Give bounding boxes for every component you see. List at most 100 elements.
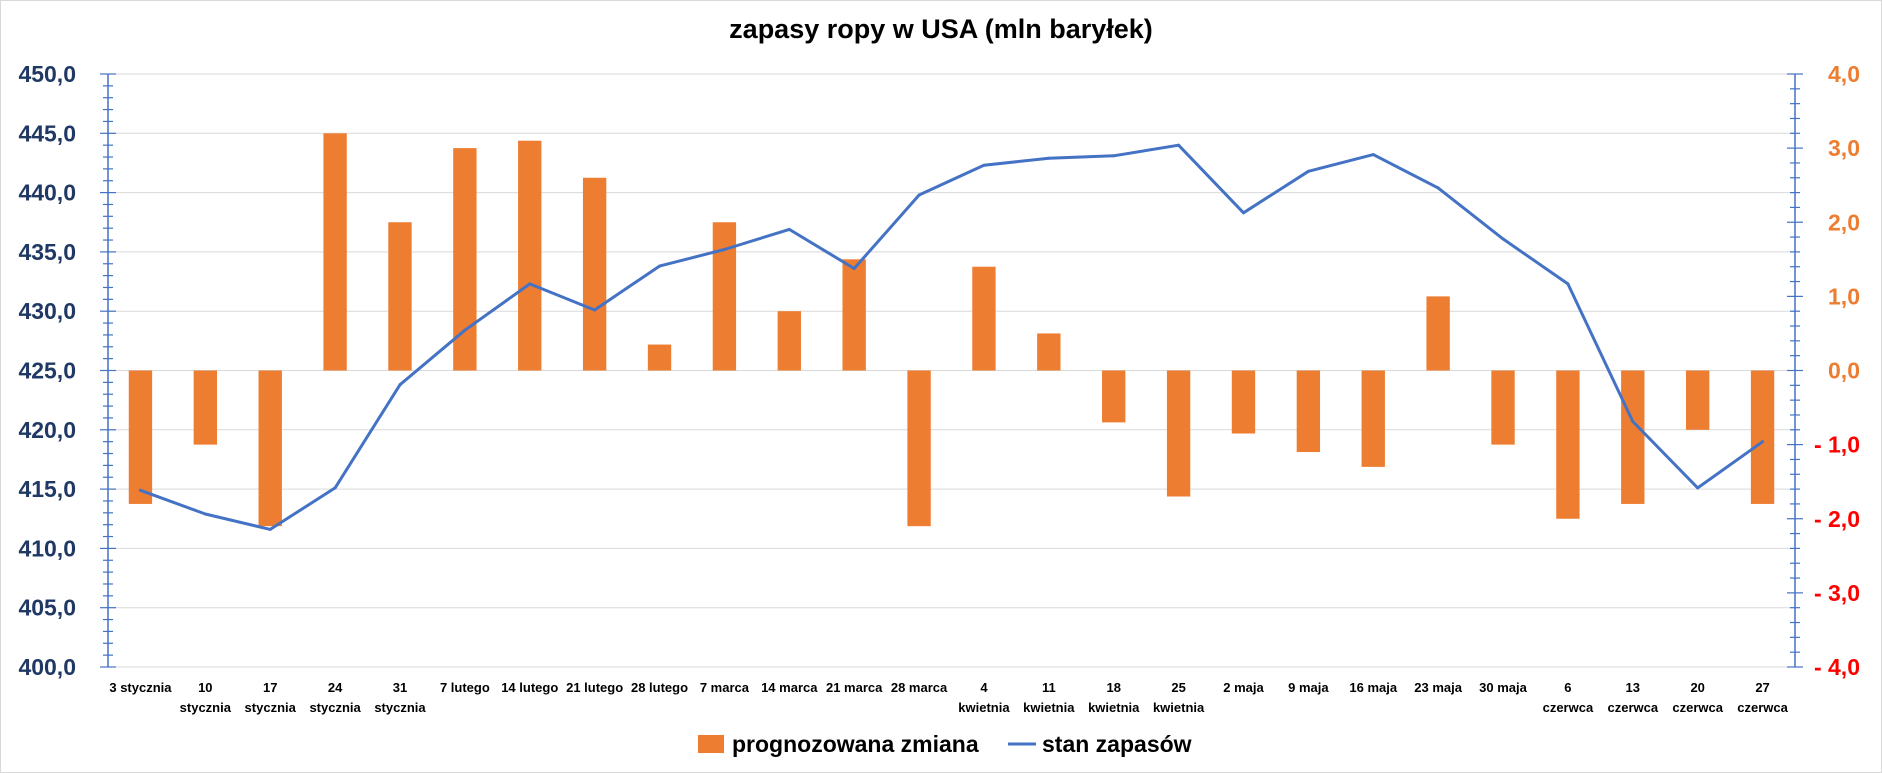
line-point [1501, 237, 1505, 241]
left-tick-label: 405,0 [18, 595, 76, 621]
left-tick-label: 440,0 [18, 180, 76, 206]
x-tick-label: czerwca [1543, 700, 1594, 715]
line-point [787, 227, 791, 231]
right-tick-label: - 1,0 [1814, 432, 1860, 458]
line-point [852, 267, 856, 271]
line-point [722, 248, 726, 252]
bar [1491, 370, 1515, 445]
bar [1621, 370, 1645, 504]
right-tick-label: - 2,0 [1814, 506, 1860, 532]
x-tick-label: 25 [1171, 680, 1185, 695]
bar [907, 370, 931, 527]
line-point [1177, 143, 1181, 147]
x-tick-label: 28 lutego [631, 680, 688, 695]
line-point [1436, 186, 1440, 190]
x-tick-label: 16 maja [1349, 680, 1397, 695]
left-tick-label: 400,0 [18, 654, 76, 680]
line-point [333, 486, 337, 490]
x-tick-label: 23 maja [1414, 680, 1462, 695]
x-tick-label: kwietnia [958, 700, 1010, 715]
right-tick-label: 2,0 [1828, 209, 1860, 235]
left-tick-label: 430,0 [18, 298, 76, 324]
right-tick-label: 3,0 [1828, 135, 1860, 161]
bar [777, 311, 801, 371]
right-tick-label: 0,0 [1828, 358, 1860, 384]
x-tick-label: 2 maja [1223, 680, 1264, 695]
x-tick-label: 30 maja [1479, 680, 1527, 695]
bar [1037, 333, 1061, 371]
bar [1166, 370, 1191, 497]
x-tick-label: czerwca [1672, 700, 1723, 715]
line-point [1112, 154, 1116, 158]
series-line [139, 143, 1764, 531]
right-tick-label: 4,0 [1828, 61, 1860, 87]
bar [1296, 370, 1321, 453]
line-point [528, 282, 532, 286]
bar [1685, 370, 1710, 430]
x-tick-label: 6 [1564, 680, 1571, 695]
line-point [1761, 440, 1765, 444]
line-point [398, 383, 402, 387]
x-tick-label: 14 marca [761, 680, 818, 695]
chart-title: zapasy ropy w USA (mln baryłek) [729, 14, 1153, 44]
bar [1750, 370, 1775, 504]
line-point [593, 308, 597, 312]
bar [1556, 370, 1580, 519]
line-point [138, 488, 142, 492]
x-tick-label: 11 [1042, 680, 1056, 695]
x-tick-label: 9 maja [1288, 680, 1329, 695]
line-point [982, 163, 986, 167]
x-tick-label: 27 [1755, 680, 1769, 695]
right-tick-label: 1,0 [1828, 283, 1860, 309]
x-tick-label: 17 [263, 680, 277, 695]
x-tick-label: 7 marca [700, 680, 750, 695]
bar [1361, 370, 1385, 467]
left-tick-label: 415,0 [18, 476, 76, 502]
line-point [917, 193, 921, 197]
line-point [1566, 282, 1570, 286]
x-tick-label: 3 stycznia [109, 680, 172, 695]
left-tick-label: 410,0 [18, 535, 76, 561]
bar [258, 370, 282, 527]
left-tick-label: 420,0 [18, 417, 76, 443]
x-tick-label: 13 [1626, 680, 1640, 695]
line-point [658, 264, 662, 268]
line-point [1047, 156, 1051, 160]
x-tick-label: 14 lutego [501, 680, 558, 695]
x-tick-label: 21 marca [826, 680, 883, 695]
bar [323, 133, 347, 371]
bar [647, 344, 672, 371]
bar [1231, 370, 1256, 434]
line-point [1696, 486, 1700, 490]
x-tick-label: 24 [328, 680, 343, 695]
x-tick-label: kwietnia [1088, 700, 1140, 715]
bar [388, 222, 412, 371]
line-point [1241, 211, 1245, 215]
bar [1426, 296, 1450, 371]
bar [582, 177, 607, 371]
x-tick-label: 28 marca [891, 680, 948, 695]
x-tick-label: kwietnia [1153, 700, 1205, 715]
bar [453, 148, 477, 371]
line-point [463, 328, 467, 332]
line-point [1371, 153, 1375, 157]
left-tick-label: 425,0 [18, 358, 76, 384]
x-tick-label: czerwca [1737, 700, 1788, 715]
line-point [203, 512, 207, 516]
x-tick-label: 4 [980, 680, 988, 695]
legend-label-bars: prognozowana zmiana [732, 731, 979, 757]
x-tick-label: 21 lutego [566, 680, 623, 695]
left-tick-label: 445,0 [18, 120, 76, 146]
bar [128, 370, 153, 504]
legend-swatch-bars [698, 735, 724, 753]
bar [842, 259, 866, 371]
x-tick-label: 18 [1106, 680, 1120, 695]
bar [1102, 370, 1126, 423]
bar [518, 140, 542, 371]
x-tick-label: stycznia [309, 700, 361, 715]
x-tick-label: 20 [1690, 680, 1704, 695]
x-tick-label: czerwca [1607, 700, 1658, 715]
right-tick-label: - 4,0 [1814, 654, 1860, 680]
right-tick-label: - 3,0 [1814, 580, 1860, 606]
